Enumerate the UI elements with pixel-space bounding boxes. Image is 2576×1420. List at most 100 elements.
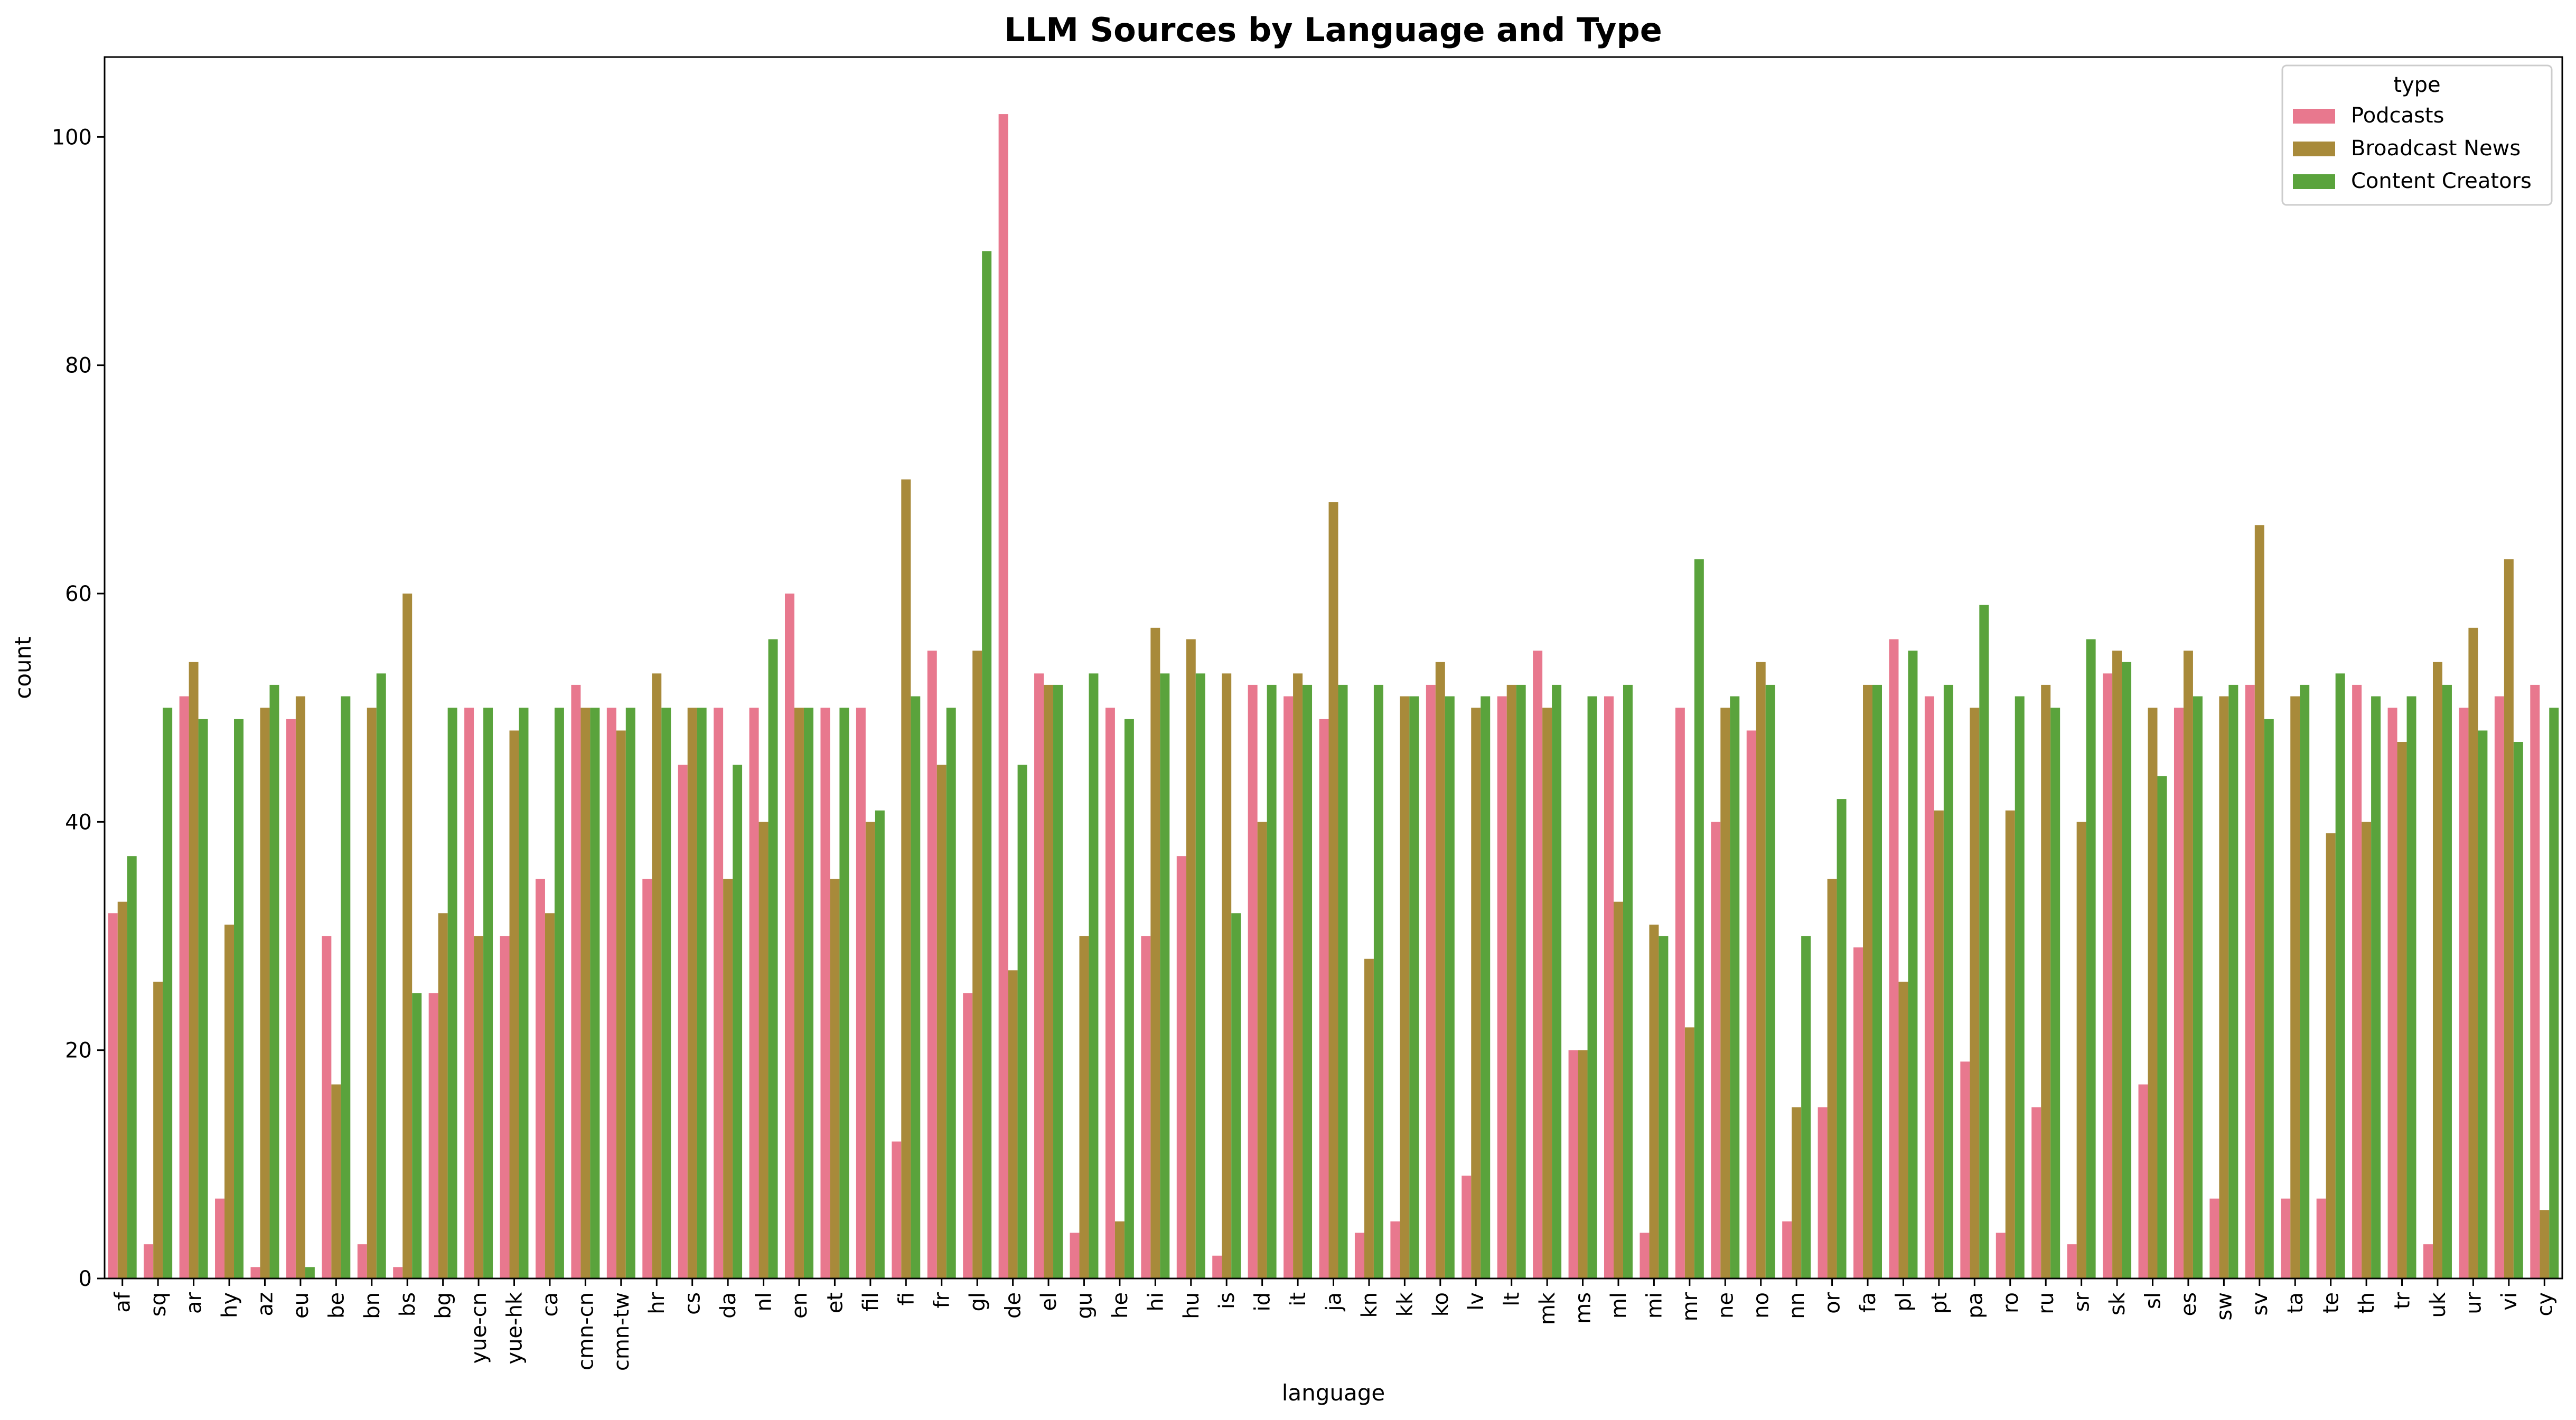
bar-lt-podcasts (1497, 696, 1507, 1278)
bar-vi-broadcast-news (2504, 559, 2514, 1278)
bar-bs-broadcast-news (402, 593, 413, 1278)
bar-ta-content-creators (2300, 684, 2310, 1278)
bar-ru-podcasts (2031, 1107, 2041, 1278)
bar-hr-content-creators (661, 708, 671, 1278)
bar-gu-podcasts (1070, 1233, 1080, 1278)
bar-kk-broadcast-news (1400, 696, 1410, 1278)
x-tick-label-te: te (2319, 1292, 2344, 1313)
bar-sw-broadcast-news (2219, 696, 2229, 1278)
bar-it-broadcast-news (1293, 673, 1303, 1278)
bar-it-content-creators (1303, 684, 1313, 1278)
bar-ar-podcasts (179, 696, 189, 1278)
bar-gl-broadcast-news (972, 651, 982, 1278)
bar-el-content-creators (1053, 684, 1063, 1278)
bar-te-broadcast-news (2326, 833, 2336, 1278)
bar-cmn-cn-broadcast-news (580, 708, 591, 1278)
bar-et-content-creators (839, 708, 849, 1278)
x-tick-label-lt: lt (1500, 1292, 1524, 1306)
bar-bn-podcasts (357, 1244, 367, 1278)
bar-bn-broadcast-news (367, 708, 377, 1278)
bar-az-podcasts (250, 1267, 260, 1278)
bar-az-broadcast-news (260, 708, 270, 1278)
bar-bg-content-creators (447, 708, 457, 1278)
bar-it-podcasts (1284, 696, 1294, 1278)
x-tick-label-hi: hi (1144, 1292, 1168, 1311)
bar-ru-content-creators (2050, 708, 2060, 1278)
x-tick-label-lv: lv (1464, 1292, 1488, 1311)
bar-fa-content-creators (1872, 684, 1882, 1278)
bar-sk-podcasts (2103, 673, 2113, 1278)
y-axis-label: count (10, 636, 36, 699)
bar-yue-hk-podcasts (500, 936, 510, 1278)
x-tick-label-kk: kk (1393, 1292, 1417, 1316)
bar-kk-podcasts (1390, 1221, 1400, 1278)
bar-id-content-creators (1267, 684, 1277, 1278)
bar-hr-podcasts (642, 879, 652, 1278)
bar-kn-podcasts (1354, 1233, 1364, 1278)
x-tick-label-ca: ca (538, 1292, 563, 1317)
bar-ne-content-creators (1730, 696, 1740, 1278)
bar-hr-broadcast-news (652, 673, 662, 1278)
bar-sl-podcasts (2138, 1084, 2148, 1278)
legend-title: type (2393, 73, 2440, 97)
x-tick-label-eu: eu (289, 1292, 313, 1319)
x-tick-label-cy: cy (2533, 1292, 2557, 1316)
bar-mi-podcasts (1640, 1233, 1650, 1278)
bar-bs-content-creators (412, 993, 422, 1278)
bar-sv-podcasts (2245, 684, 2255, 1278)
x-tick-label-ms: ms (1571, 1292, 1596, 1324)
x-tick-label-ne: ne (1713, 1292, 1738, 1319)
bar-yue-hk-content-creators (519, 708, 529, 1278)
bar-ko-content-creators (1445, 696, 1455, 1278)
bar-fil-broadcast-news (865, 822, 875, 1278)
bar-lv-podcasts (1462, 1176, 1472, 1278)
bar-et-podcasts (820, 708, 830, 1278)
x-tick-label-fil: fil (859, 1292, 883, 1311)
x-tick-label-mk: mk (1535, 1292, 1560, 1325)
bar-id-podcasts (1248, 684, 1258, 1278)
bar-pa-content-creators (1979, 605, 1989, 1278)
bar-pt-broadcast-news (1934, 810, 1944, 1278)
x-tick-label-sq: sq (146, 1292, 171, 1316)
bar-fil-content-creators (875, 810, 885, 1278)
x-tick-label-nn: nn (1785, 1292, 1809, 1319)
bar-mk-content-creators (1552, 684, 1562, 1278)
bar-cmn-tw-broadcast-news (616, 730, 626, 1278)
bar-cy-content-creators (2549, 708, 2559, 1278)
bar-bn-content-creators (376, 673, 386, 1278)
legend-swatch-content-creators (2293, 174, 2335, 189)
x-tick-label-it: it (1286, 1292, 1310, 1306)
bar-tr-content-creators (2406, 696, 2416, 1278)
x-tick-label-he: he (1108, 1292, 1132, 1319)
x-tick-label-hu: hu (1179, 1292, 1204, 1319)
x-tick-label-sw: sw (2212, 1292, 2236, 1321)
bar-mk-podcasts (1533, 651, 1543, 1278)
bar-sk-broadcast-news (2112, 651, 2122, 1278)
bar-ur-broadcast-news (2468, 627, 2478, 1278)
bar-mk-broadcast-news (1542, 708, 1552, 1278)
bar-ja-content-creators (1338, 684, 1348, 1278)
bars-group (108, 114, 2559, 1279)
bar-sr-broadcast-news (2076, 822, 2086, 1278)
bar-id-broadcast-news (1257, 822, 1267, 1278)
bar-be-content-creators (341, 696, 351, 1278)
bar-gu-broadcast-news (1079, 936, 1089, 1278)
bar-yue-cn-broadcast-news (474, 936, 484, 1278)
legend-swatch-broadcast-news (2293, 142, 2335, 156)
x-tick-label-az: az (253, 1292, 277, 1316)
bar-ur-content-creators (2478, 730, 2488, 1278)
x-tick-label-ml: ml (1607, 1292, 1631, 1319)
bar-da-podcasts (714, 708, 724, 1278)
x-tick-label-sr: sr (2070, 1292, 2094, 1312)
bar-fr-broadcast-news (936, 765, 947, 1278)
bar-cy-podcasts (2530, 684, 2540, 1278)
bar-sw-content-creators (2228, 684, 2238, 1278)
x-tick-label-ja: ja (1322, 1292, 1346, 1312)
x-tick-label-af: af (111, 1292, 135, 1313)
x-tick-label-ta: ta (2283, 1292, 2308, 1313)
bar-cs-podcasts (678, 765, 688, 1278)
bar-cmn-cn-content-creators (590, 708, 600, 1278)
bar-lt-content-creators (1516, 684, 1526, 1278)
bar-sv-broadcast-news (2254, 525, 2264, 1278)
bar-es-podcasts (2174, 708, 2184, 1278)
